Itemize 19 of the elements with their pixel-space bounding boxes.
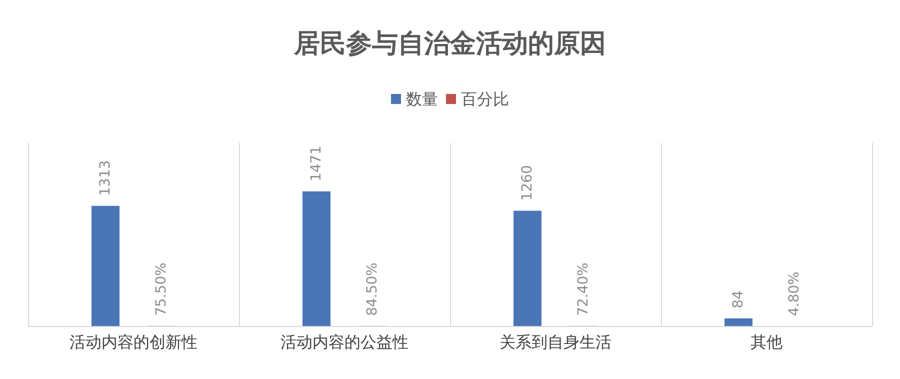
x-tick-label: 活动内容的创新性	[70, 332, 198, 352]
data-label: 1471	[308, 146, 324, 182]
legend-label: 百分比	[461, 90, 509, 108]
bar	[302, 191, 330, 326]
chart-title: 居民参与自治金活动的原因	[293, 29, 606, 59]
data-label: 84.50%	[364, 262, 380, 316]
x-tick-label: 关系到自身生活	[500, 332, 612, 352]
data-label: 75.50%	[154, 262, 170, 316]
data-label: 1260	[520, 165, 536, 201]
x-tick-label: 活动内容的公益性	[280, 332, 408, 352]
bar	[724, 318, 752, 326]
legend-label: 数量	[406, 90, 438, 108]
bar	[92, 206, 120, 326]
bar	[514, 210, 542, 326]
data-label: 72.40%	[576, 262, 592, 316]
data-label: 1313	[98, 160, 114, 196]
x-tick-label: 其他	[750, 332, 782, 352]
data-label: 4.80%	[786, 272, 802, 316]
data-label: 84	[730, 290, 746, 308]
